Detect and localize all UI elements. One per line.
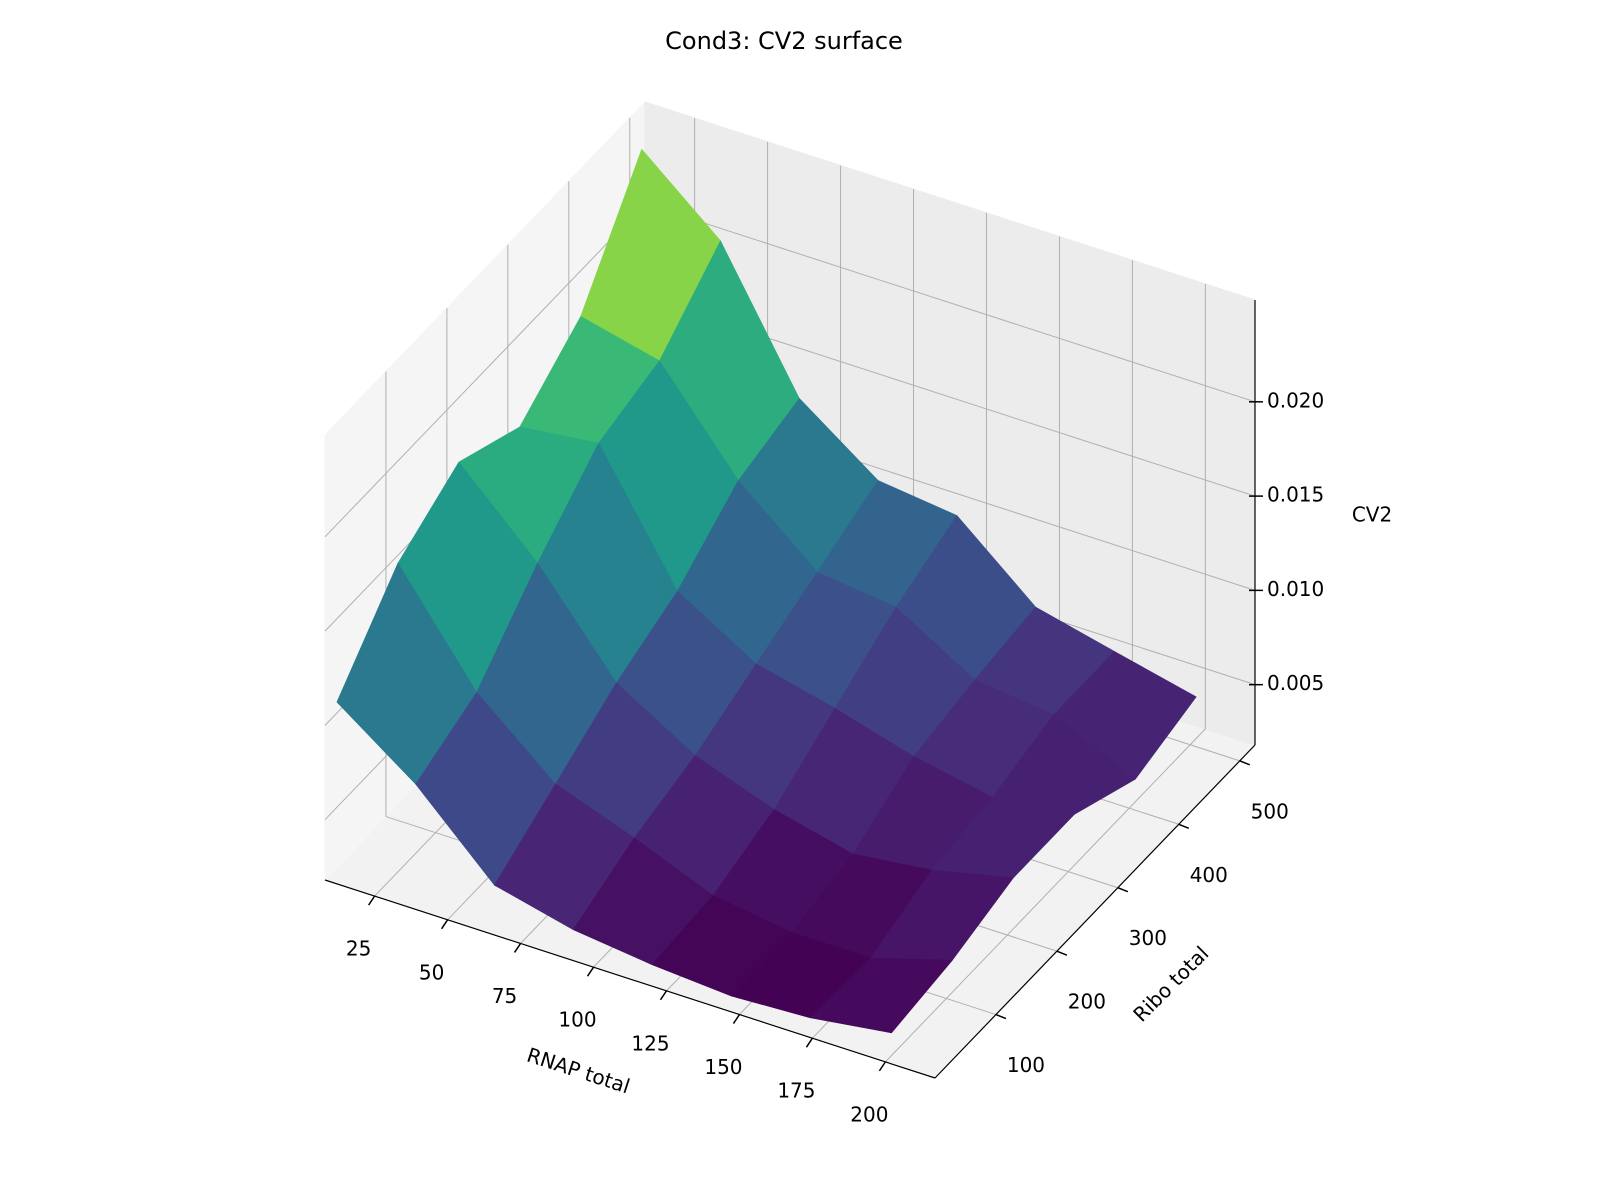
y-tick-label: 100 xyxy=(1007,1053,1045,1077)
y-axis-line xyxy=(934,744,1256,1079)
x-axis-label: RNAP total xyxy=(524,1043,633,1099)
x-tick xyxy=(440,919,449,930)
x-tick xyxy=(732,1014,741,1024)
x-tick-label: 75 xyxy=(492,984,517,1008)
z-grid-line xyxy=(324,203,646,538)
x-tick-label: 150 xyxy=(704,1055,742,1079)
x-tick xyxy=(513,943,522,953)
z-tick-label: 0.005 xyxy=(1267,671,1324,695)
x-tick-label: 25 xyxy=(346,937,371,961)
x-axis-line xyxy=(324,879,936,1079)
y-tick-label: 400 xyxy=(1190,863,1228,887)
y-tick xyxy=(995,1013,1007,1020)
z-axis-label: CV2 xyxy=(1352,503,1392,527)
y-tick xyxy=(1117,887,1129,893)
y-tick xyxy=(1239,760,1251,766)
x-tick-label: 100 xyxy=(558,1008,596,1032)
x-tick xyxy=(878,1061,887,1072)
x-tick-label: 200 xyxy=(850,1102,888,1126)
y-tick-label: 300 xyxy=(1129,926,1167,950)
surface-face xyxy=(809,957,954,1034)
x-tick xyxy=(367,895,376,906)
y-tick-label: 500 xyxy=(1251,799,1289,823)
y-axis-label: Ribo total xyxy=(1128,941,1213,1026)
z-tick-label: 0.010 xyxy=(1267,577,1324,601)
x-tick xyxy=(586,966,595,977)
z-grid-line xyxy=(644,203,1256,403)
x-grid-line xyxy=(885,728,1206,1063)
y-tick xyxy=(1178,823,1190,829)
x-tick xyxy=(659,990,668,1001)
z-tick-label: 0.020 xyxy=(1267,388,1324,412)
y-tick-label: 200 xyxy=(1068,990,1106,1014)
z-tick-label: 0.015 xyxy=(1267,483,1324,507)
y-tick xyxy=(1056,950,1068,956)
x-tick xyxy=(805,1037,814,1048)
x-tick-label: 125 xyxy=(631,1031,669,1055)
x-tick-label: 175 xyxy=(777,1079,815,1103)
x-tick-label: 50 xyxy=(419,960,444,984)
chart-title: Cond3: CV2 surface xyxy=(665,27,903,55)
